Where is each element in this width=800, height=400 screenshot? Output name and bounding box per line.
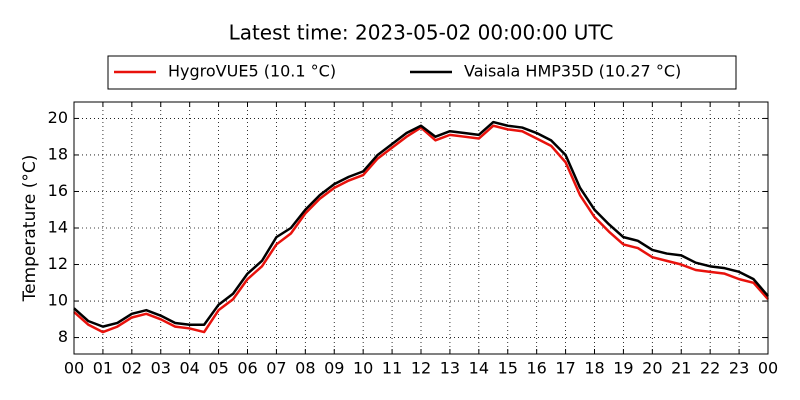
y-axis-label: Temperature (°C): [20, 155, 40, 303]
y-tick-label: 16: [48, 181, 68, 200]
series-line: [73, 120, 769, 328]
x-tick-label: 15: [498, 359, 518, 378]
x-tick-label: 14: [469, 359, 489, 378]
x-tick-label: 19: [613, 359, 633, 378]
x-tick-label: 03: [151, 359, 171, 378]
x-tick-label: 17: [555, 359, 575, 378]
x-tick-label: 07: [266, 359, 286, 378]
x-tick-label: 05: [208, 359, 228, 378]
y-tick-label: 10: [48, 291, 68, 310]
x-tick-label: 23: [729, 359, 749, 378]
y-tick-label: 14: [48, 218, 68, 237]
x-tick-label: 20: [642, 359, 662, 378]
x-tick-label: 21: [671, 359, 691, 378]
plot-frame: [73, 101, 769, 355]
legend-label: HygroVUE5 (10.1 °C): [168, 62, 336, 81]
x-tick-label: 09: [324, 359, 344, 378]
y-tick-label: 12: [48, 254, 68, 273]
x-tick-label: 13: [440, 359, 460, 378]
chart-title: Latest time: 2023-05-02 00:00:00 UTC: [229, 21, 614, 45]
x-tick-label: 02: [122, 359, 142, 378]
y-tick-label: 20: [48, 108, 68, 127]
x-tick-label: 00: [758, 359, 778, 378]
y-tick-label: 18: [48, 144, 68, 163]
y-tick-label: 8: [58, 327, 68, 346]
x-tick-label: 22: [700, 359, 720, 378]
x-tick-label: 18: [584, 359, 604, 378]
series-line: [73, 124, 769, 334]
legend-label: Vaisala HMP35D (10.27 °C): [464, 62, 681, 81]
x-tick-label: 06: [237, 359, 257, 378]
x-tick-label: 12: [411, 359, 431, 378]
x-tick-label: 01: [93, 359, 113, 378]
x-tick-label: 10: [353, 359, 373, 378]
x-tick-label: 16: [526, 359, 546, 378]
x-tick-label: 00: [64, 359, 84, 378]
x-tick-label: 11: [382, 359, 402, 378]
x-tick-label: 08: [295, 359, 315, 378]
x-tick-label: 04: [179, 359, 199, 378]
